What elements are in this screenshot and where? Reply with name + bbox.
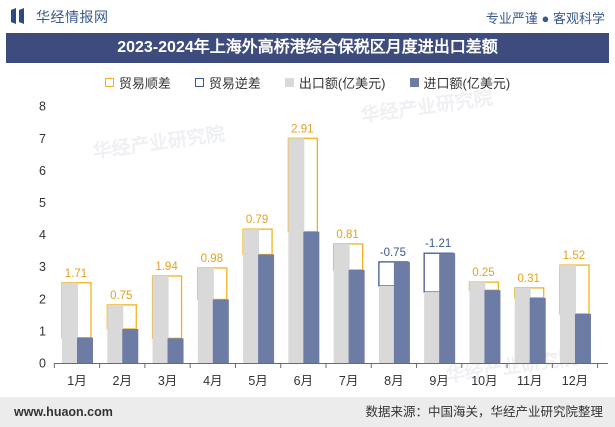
balance-label: 1.52 [563,250,585,262]
legend-label-surplus: 贸易顺差 [118,75,171,91]
balance-label: 0.98 [201,253,223,265]
export-bar [424,292,441,363]
legend-swatch-export [284,77,294,87]
footer-source: 数据来源：中国海关，华经产业研究院整理 [365,405,603,419]
header: 华经情报网 专业严谨 ● 客观科学 [0,0,615,32]
legend-swatch-import [409,77,419,87]
slogan: 专业严谨 ● 客观科学 [485,11,605,26]
legend-item-export: 出口额(亿美元) [284,73,386,92]
balance-label: 1.71 [65,268,87,280]
export-bar [107,304,124,363]
balance-label: 1.94 [155,261,178,273]
x-tick-label: 6月 [294,374,313,388]
legend-label-export: 出口额(亿美元) [298,75,386,91]
import-bar [484,290,501,363]
import-bar [574,313,591,363]
import-bar [348,269,365,363]
y-tick-label: 5 [39,196,46,210]
footer: www.huaon.com 数据来源：中国海关，华经产业研究院整理 [0,397,615,427]
x-tick-label: 4月 [203,374,222,388]
x-tick-label: 10月 [471,374,497,388]
balance-label: 0.31 [518,273,540,285]
import-bar [77,337,93,363]
legend-swatch-surplus [104,77,114,87]
y-tick-label: 4 [39,228,46,242]
x-tick-label: 2月 [113,374,132,388]
legend-item-surplus: 贸易顺差 [104,73,171,92]
balance-label: 0.81 [336,229,358,241]
import-bar [303,231,320,363]
legend-label-import: 进口额(亿美元) [423,75,511,91]
bar-logo-icon [11,8,24,24]
export-bar [197,267,214,363]
y-tick-label: 2 [39,292,46,306]
x-tick-label: 7月 [339,374,358,388]
balance-label: 0.79 [246,214,268,226]
y-tick-label: 7 [39,132,46,146]
y-tick-label: 1 [39,324,46,338]
import-bar [122,328,139,363]
import-bar [258,254,275,363]
export-bar [378,285,395,363]
balance-label: -0.75 [380,247,406,259]
chart-title: 2023-2024年上海外高桥港综合保税区月度进出口差额 [6,33,609,63]
export-bar [333,243,350,363]
import-bar [393,261,410,363]
export-bar [469,282,486,363]
export-bar [559,265,576,363]
y-tick-label: 8 [39,100,46,114]
export-bar [288,138,305,363]
balance-label: 0.75 [110,290,132,302]
legend: 贸易顺差 贸易逆差 出口额(亿美元) 进口额(亿美元) [0,73,615,91]
footer-website: www.huaon.com [14,405,113,419]
x-tick-label: 9月 [429,374,448,388]
bar-chart: 0 1 2 3 4 5 6 7 8 1.71 1月 0.75 2月 1.94 3月 0.98 4月 0.79 5月 2… [39,100,608,388]
x-tick-label: 8月 [384,374,403,388]
logo-text: 华经情报网 [36,9,109,25]
legend-label-deficit: 贸易逆差 [208,75,261,91]
legend-item-deficit: 贸易逆差 [194,73,261,92]
x-tick-label: 3月 [158,374,177,388]
y-tick-label: 6 [39,164,46,178]
import-bar [529,297,546,363]
x-tick-label: 11月 [517,374,542,388]
balance-label: 0.25 [472,267,494,279]
x-tick-label: 12月 [562,374,588,388]
export-bar [243,229,260,363]
balance-label: 2.91 [291,123,313,135]
export-bar [514,287,531,363]
import-bar [167,338,184,363]
legend-swatch-deficit [194,77,204,87]
y-tick-label: 3 [39,260,46,274]
import-bar [212,299,229,363]
import-bar [439,253,456,363]
x-tick-label: 1月 [67,374,86,388]
balance-label: -1.21 [425,238,451,250]
export-bar [152,276,169,363]
legend-item-import: 进口额(亿美元) [409,73,511,92]
x-tick-label: 5月 [248,374,267,388]
y-tick-label: 0 [39,357,46,371]
export-bar [62,282,78,363]
